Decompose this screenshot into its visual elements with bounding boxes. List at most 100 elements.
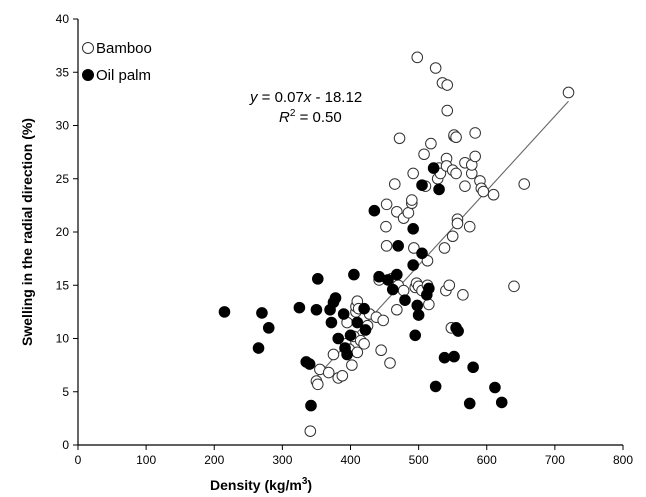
bamboo-point (487, 188, 500, 201)
bamboo-point (377, 314, 390, 327)
bamboo-point (411, 51, 424, 64)
x-tick-label: 800 (613, 453, 633, 467)
bamboo-point (322, 366, 335, 379)
x-tick-label: 300 (272, 453, 292, 467)
bamboo-point (469, 127, 481, 139)
y-tick-label: 35 (56, 65, 70, 79)
bamboo-point (380, 240, 393, 252)
legend-marker-bamboo (82, 42, 94, 54)
y-tick-label: 0 (62, 438, 69, 452)
oil-palm-point (310, 303, 323, 316)
legend-label-oil-palm: Oil palm (96, 67, 151, 84)
x-tick-label: 200 (204, 453, 224, 467)
oil-palm-point (351, 316, 364, 329)
regression-equation: y = 0.07x - 18.12 (249, 89, 362, 106)
plot-area (218, 51, 575, 437)
oil-palm-point (386, 283, 399, 296)
oil-palm-point (407, 223, 419, 235)
trend-line (316, 100, 569, 378)
oil-palm-point (495, 396, 508, 409)
oil-palm-point (429, 380, 442, 393)
y-tick-label: 30 (56, 119, 70, 133)
oil-palm-point (325, 316, 338, 329)
bamboo-point (518, 178, 531, 190)
oil-palm-point (448, 350, 460, 363)
oil-palm-point (467, 361, 479, 374)
bamboo-point (393, 132, 406, 145)
oil-palm-point (348, 268, 360, 281)
oil-palm-point (262, 322, 275, 334)
bamboo-point (423, 298, 435, 311)
bamboo-point (397, 284, 410, 297)
oil-palm-point (256, 307, 268, 319)
legend-label-bamboo: Bamboo (96, 40, 152, 57)
oil-palm-point (218, 306, 231, 318)
bamboo-point (408, 242, 420, 254)
oil-palm-point (341, 348, 353, 361)
oil-palm-point (382, 274, 394, 286)
bamboo-point (384, 357, 396, 369)
bamboo-point (346, 359, 358, 371)
x-tick-label: 400 (340, 453, 360, 467)
oil-palm-point (452, 325, 464, 337)
x-tick-label: 100 (136, 453, 156, 467)
bamboo-point (402, 207, 415, 219)
x-tick-label: 500 (409, 453, 429, 467)
bamboo-point (562, 86, 575, 99)
bamboo-point (327, 348, 340, 361)
oil-palm-point (411, 299, 424, 312)
bamboo-point (508, 280, 520, 293)
regression-annotation: y = 0.07x - 18.12 R2 = 0.50 (249, 89, 362, 126)
x-axis-title: Density (kg/m3) (210, 476, 312, 493)
oil-palm-point (416, 247, 428, 260)
y-tick-label: 40 (56, 12, 70, 26)
y-axis-title: Swelling in the radial direction (%) (19, 118, 35, 346)
bamboo-point (429, 62, 442, 74)
oil-palm-point (423, 282, 435, 295)
legend: Bamboo Oil palm (82, 40, 152, 84)
bamboo-point (406, 194, 418, 206)
oil-palm-point (252, 342, 265, 354)
oil-palm-point (329, 292, 342, 304)
oil-palm-point (368, 204, 381, 217)
oil-palm-point (416, 179, 428, 191)
oil-palm-point (303, 358, 316, 370)
oil-palm-point (358, 302, 370, 315)
oil-palm-point (489, 381, 501, 394)
bamboo-point (457, 289, 469, 301)
bamboo-point (304, 425, 317, 437)
bamboo-point (443, 279, 456, 292)
oil-palm-point (293, 301, 306, 314)
oil-palm-point (433, 183, 445, 196)
oil-palm-point (337, 308, 350, 320)
bamboo-point (450, 131, 462, 144)
bamboo-point (446, 230, 459, 243)
oil-palm-point (427, 162, 440, 174)
oil-palm-point (312, 273, 324, 285)
bamboo-point (469, 150, 481, 163)
bamboo-point (459, 180, 471, 193)
x-axis-ticks: 0 100 200 300 400 500 600 700 800 (75, 445, 633, 467)
bamboo-point (441, 104, 454, 117)
bamboo-point (418, 148, 430, 161)
bamboo-point (441, 79, 454, 91)
bamboo-point (388, 178, 401, 190)
y-tick-label: 25 (56, 172, 70, 186)
y-axis-ticks: 0 5 10 15 20 25 30 35 40 (56, 12, 78, 452)
oil-palm-point (463, 397, 476, 410)
y-tick-label: 15 (56, 278, 70, 292)
y-tick-label: 10 (56, 332, 70, 346)
x-tick-label: 600 (477, 453, 497, 467)
oil-palm-point (305, 399, 317, 412)
y-tick-label: 5 (62, 385, 69, 399)
bamboo-point (477, 185, 490, 198)
bamboo-point (438, 242, 451, 254)
data-points (218, 51, 575, 437)
oil-palm-point (412, 309, 425, 321)
x-tick-label: 0 (75, 453, 82, 467)
axes: 0 100 200 300 400 500 600 700 800 0 5 10 15 20 25 30 35… (56, 12, 634, 467)
oil-palm-point (407, 259, 419, 271)
bamboo-point (336, 369, 349, 382)
bamboo-point (425, 137, 437, 150)
